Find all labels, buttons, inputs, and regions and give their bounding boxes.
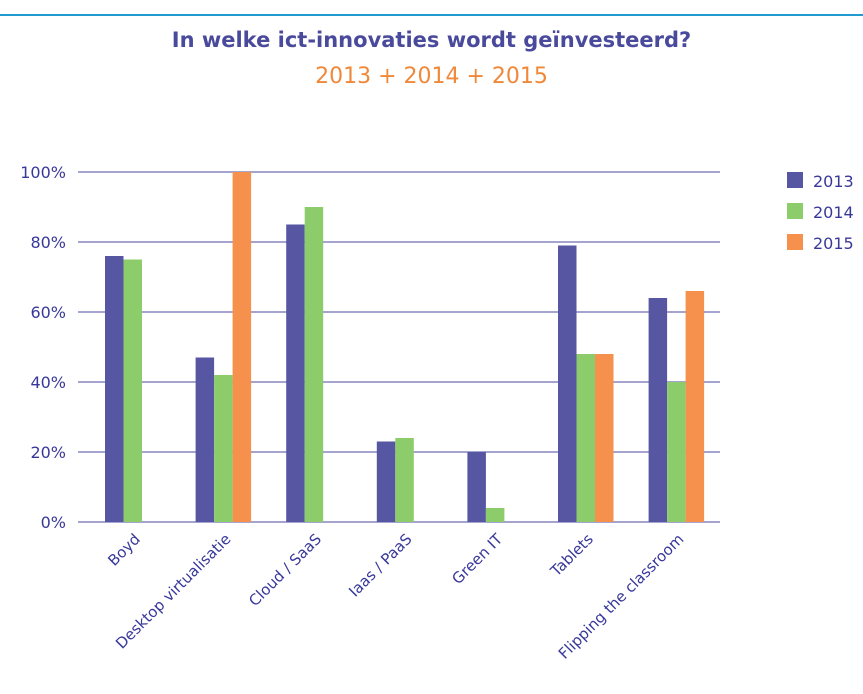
x-tick-label: Iaas / PaaS (345, 530, 415, 600)
legend-swatch-2014 (787, 203, 803, 219)
bar-2015 (595, 354, 614, 522)
top-rule (0, 14, 863, 16)
y-tick-label: 20% (30, 443, 66, 462)
y-tick-label: 0% (41, 513, 66, 532)
y-tick-label: 60% (30, 303, 66, 322)
bar-2015 (232, 172, 252, 522)
bar-2013 (648, 298, 668, 522)
y-tick-label: 40% (30, 373, 66, 392)
x-tick-label: Green IT (448, 530, 506, 588)
gridlines (78, 171, 720, 523)
bar-2013 (467, 452, 486, 522)
bar-2013 (105, 256, 124, 522)
bar-2014 (395, 438, 414, 522)
bar-2013 (376, 441, 396, 522)
bar-2014 (304, 207, 324, 522)
y-tick-label: 80% (30, 233, 66, 252)
legend: 2013 2014 2015 (787, 172, 854, 253)
bar-2013 (286, 224, 305, 522)
y-tick-labels: 0% 20% 40% 60% 80% 100% (20, 163, 66, 532)
x-tick-label: Cloud / SaaS (245, 530, 325, 610)
bar-2014 (214, 375, 233, 522)
bar-2014 (576, 354, 595, 522)
chart-title: In welke ict-innovaties wordt geïnvestee… (171, 28, 692, 52)
bars (105, 172, 705, 522)
bar-2013 (558, 245, 577, 522)
x-tick-label: Tablets (546, 530, 597, 581)
legend-swatch-2013 (787, 172, 803, 188)
chart-subtitle: 2013 + 2014 + 2015 (315, 64, 548, 89)
y-tick-label: 100% (20, 163, 66, 182)
bar-2013 (195, 357, 215, 522)
bar-2014 (485, 508, 505, 522)
legend-label: 2015 (813, 234, 854, 253)
legend-label: 2013 (813, 172, 854, 191)
legend-label: 2014 (813, 203, 854, 222)
legend-swatch-2015 (787, 234, 803, 250)
bar-2014 (123, 259, 142, 522)
bar-2015 (685, 291, 705, 522)
x-tick-label: Boyd (104, 530, 144, 570)
bar-2014 (667, 382, 686, 522)
